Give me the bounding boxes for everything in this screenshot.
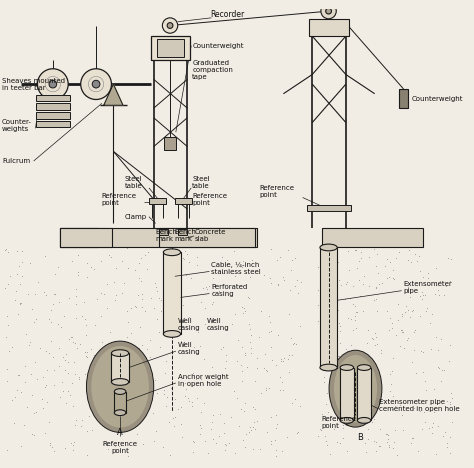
Bar: [164, 252, 181, 334]
Text: Cable, ¼-inch
stainless steel: Cable, ¼-inch stainless steel: [211, 262, 261, 275]
Text: Extensometer pipe
cemented in open hole: Extensometer pipe cemented in open hole: [380, 400, 460, 412]
Ellipse shape: [357, 417, 371, 423]
Text: Fulcrum: Fulcrum: [2, 158, 30, 164]
Ellipse shape: [86, 341, 154, 432]
Bar: [357, 367, 371, 420]
Bar: [111, 353, 129, 382]
Circle shape: [321, 3, 336, 19]
Circle shape: [81, 69, 111, 100]
Bar: [114, 392, 126, 413]
Bar: [60, 228, 112, 248]
Ellipse shape: [357, 365, 371, 371]
Text: Steel
table: Steel table: [192, 176, 210, 189]
Text: Recorder: Recorder: [210, 10, 245, 20]
Circle shape: [326, 8, 331, 14]
Text: Counterweight: Counterweight: [411, 95, 463, 102]
Bar: [60, 228, 98, 248]
Ellipse shape: [111, 350, 129, 357]
Polygon shape: [104, 84, 123, 105]
Bar: [399, 89, 408, 108]
Text: Clamp: Clamp: [125, 214, 147, 219]
Bar: [322, 228, 423, 248]
Bar: [151, 36, 190, 60]
Text: Perforated
casing: Perforated casing: [211, 284, 247, 297]
Bar: [340, 367, 354, 420]
Text: Counterweight: Counterweight: [192, 43, 244, 49]
Ellipse shape: [340, 365, 354, 371]
Bar: [60, 228, 256, 248]
Text: Well
casing: Well casing: [178, 318, 201, 331]
Ellipse shape: [111, 379, 129, 385]
Text: Concrete
slab: Concrete slab: [195, 229, 227, 242]
Ellipse shape: [334, 355, 377, 422]
Text: Steel
table: Steel table: [125, 176, 143, 189]
Circle shape: [163, 18, 178, 33]
Bar: [36, 121, 70, 127]
Bar: [158, 229, 168, 235]
Text: Reference
point: Reference point: [192, 193, 227, 206]
Bar: [308, 205, 351, 211]
Bar: [36, 112, 70, 119]
Text: Counter-
weights: Counter- weights: [2, 119, 32, 132]
Text: B: B: [357, 433, 363, 442]
Ellipse shape: [320, 364, 337, 371]
Text: Reference
point: Reference point: [322, 416, 357, 429]
Bar: [175, 198, 192, 204]
Bar: [158, 228, 255, 248]
Bar: [178, 229, 187, 235]
Text: Reference
point: Reference point: [102, 441, 137, 454]
Text: Sheaves mounted
in teeter bar: Sheaves mounted in teeter bar: [2, 78, 65, 91]
Circle shape: [49, 80, 57, 88]
Ellipse shape: [164, 249, 181, 256]
Ellipse shape: [164, 330, 181, 337]
Bar: [164, 137, 176, 150]
Bar: [310, 19, 349, 36]
Text: Reference
point: Reference point: [101, 193, 136, 206]
Bar: [149, 198, 166, 204]
Text: Well
casing: Well casing: [178, 342, 201, 355]
Bar: [36, 103, 70, 110]
Bar: [320, 248, 337, 367]
Circle shape: [92, 80, 100, 88]
Text: Graduated
compaction
tape: Graduated compaction tape: [192, 60, 233, 80]
Text: Bench
mark: Bench mark: [175, 229, 197, 242]
Text: Extensometer
pipe: Extensometer pipe: [403, 281, 452, 294]
Bar: [36, 95, 70, 102]
Ellipse shape: [329, 350, 382, 427]
Ellipse shape: [91, 346, 149, 428]
Text: A: A: [117, 428, 123, 438]
Text: Reference
point: Reference point: [259, 185, 294, 198]
Ellipse shape: [114, 389, 126, 395]
Circle shape: [167, 22, 173, 29]
Bar: [156, 39, 184, 57]
Ellipse shape: [340, 417, 354, 423]
Ellipse shape: [320, 244, 337, 251]
Circle shape: [37, 69, 68, 100]
Text: Anchor weight
in open hole: Anchor weight in open hole: [178, 373, 228, 387]
Text: Bench
mark: Bench mark: [155, 229, 178, 242]
Ellipse shape: [114, 410, 126, 416]
Text: Well
casing: Well casing: [207, 318, 229, 331]
